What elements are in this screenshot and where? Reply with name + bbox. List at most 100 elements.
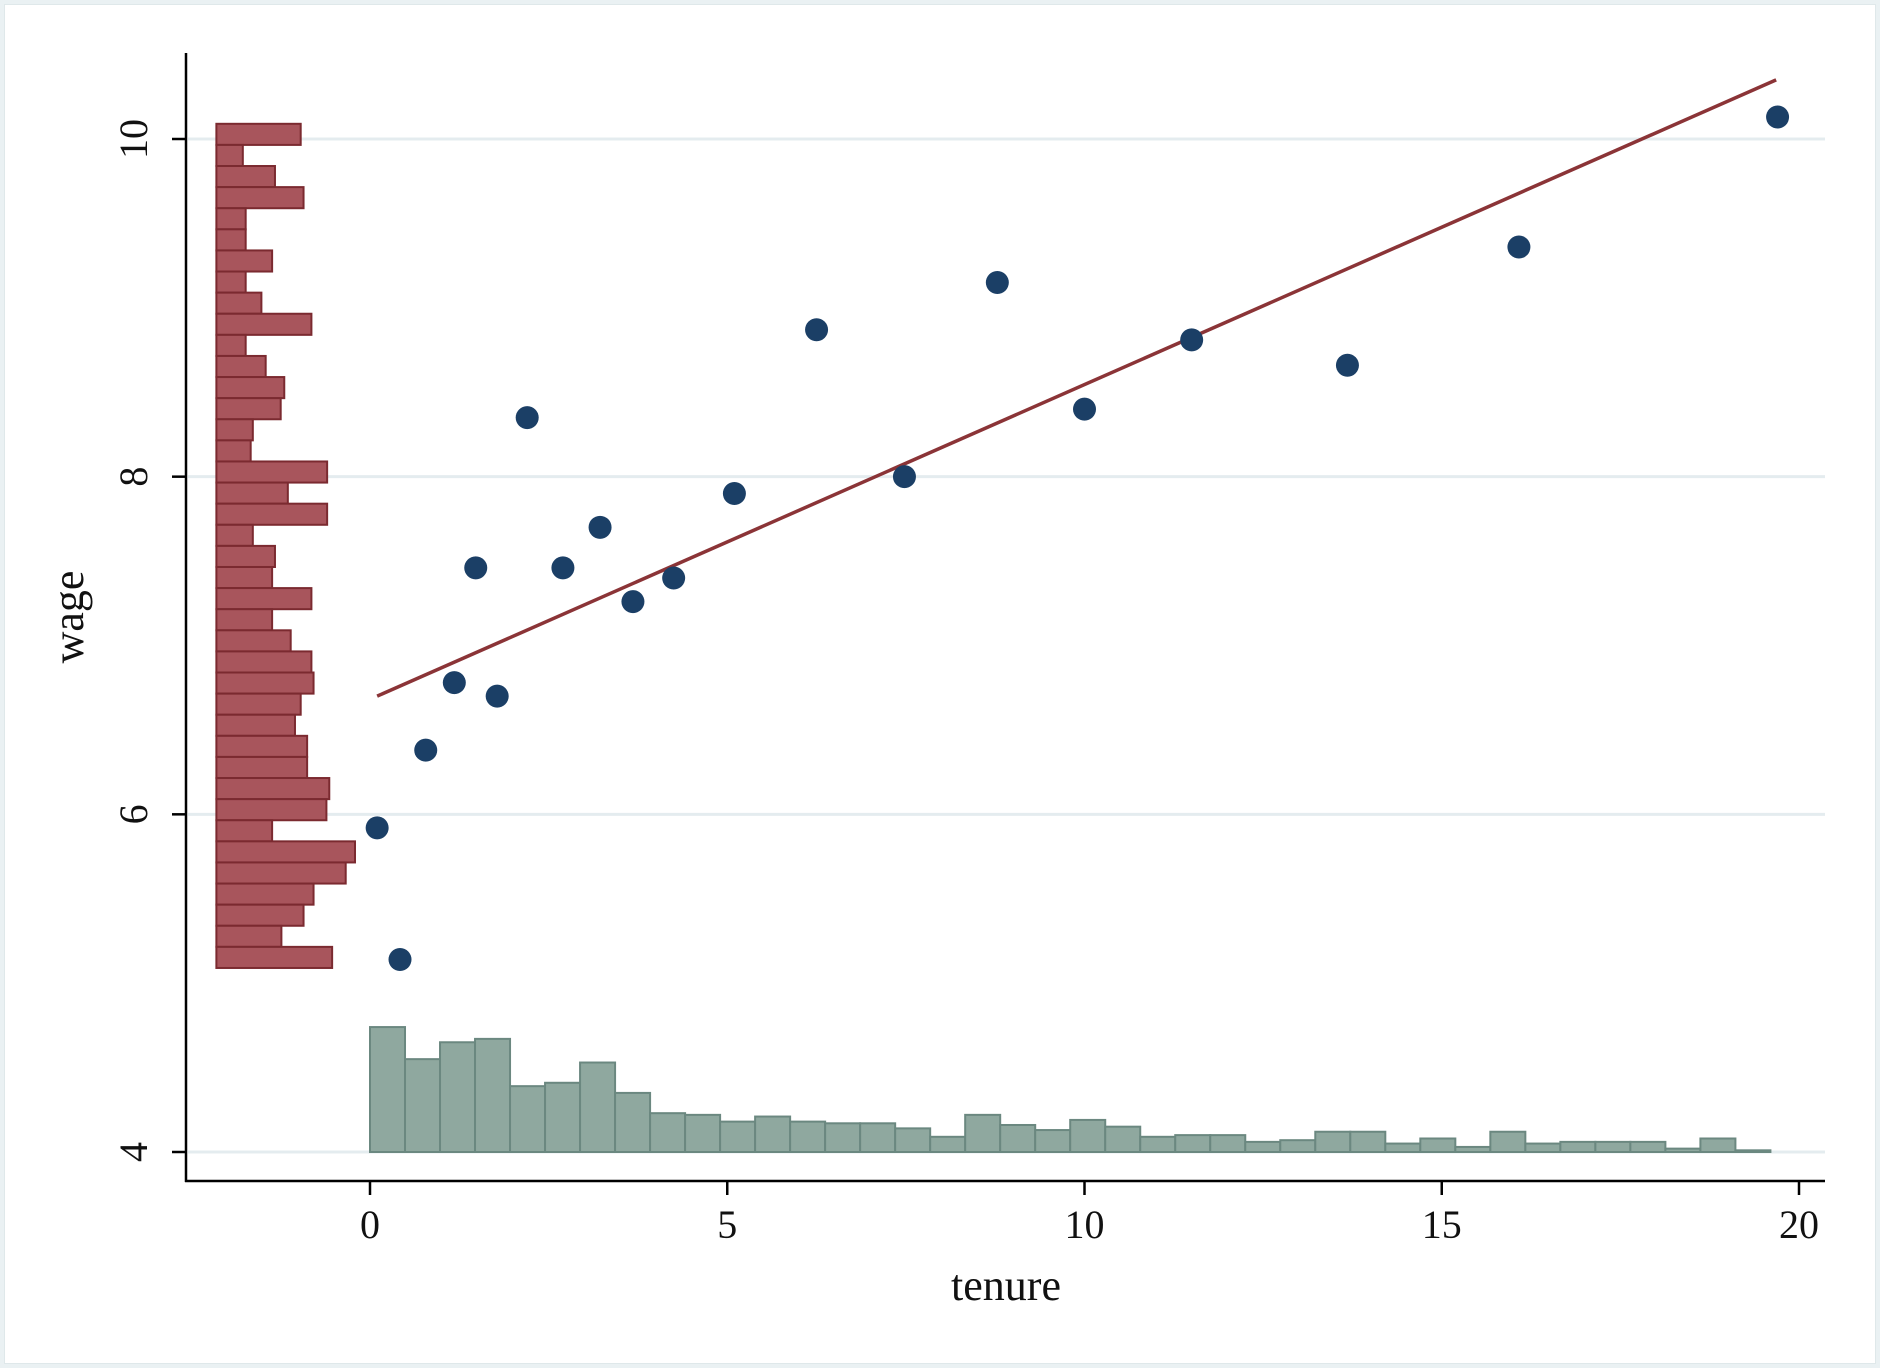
x-tick-label-2: 10	[1065, 1202, 1105, 1247]
scatter-point-15	[1073, 397, 1096, 421]
wage-hist-bar-32	[215, 798, 328, 822]
tenure-hist-bar-16	[929, 1135, 967, 1154]
tenure-hist-bar-38	[1699, 1137, 1737, 1153]
wage-hist-bar-28	[215, 713, 296, 737]
tick-labels: 0 5 10 15 20 4 6 8 10	[111, 119, 1819, 1247]
tenure-hist-bar-12	[789, 1120, 827, 1153]
wage-hist-bar-27	[215, 692, 302, 716]
wage-hist-bar-5	[215, 228, 247, 252]
tenure-hist-bar-22	[1139, 1135, 1177, 1154]
tenure-hist-bar-39	[1734, 1149, 1772, 1153]
tenure-hist-bar-18	[999, 1123, 1037, 1154]
wage-hist-bar-2	[215, 165, 276, 189]
tenure-hist-bar-37	[1664, 1147, 1702, 1153]
tenure-hist-bar-35	[1594, 1140, 1632, 1153]
scatter-point-7	[551, 556, 575, 580]
tenure-hist-bar-3	[474, 1037, 512, 1154]
tenure-hist-bar-20	[1069, 1118, 1107, 1153]
tenure-hist-bar-34	[1559, 1140, 1597, 1153]
tenure-hist-bar-15	[894, 1127, 932, 1153]
scatter-point-14	[985, 271, 1009, 295]
wage-hist-bar-31	[215, 777, 331, 801]
tenure-hist-bar-36	[1629, 1140, 1667, 1153]
tenure-hist-bar-17	[964, 1113, 1002, 1154]
wage-hist-bar-1	[215, 143, 244, 168]
tenure-hist-bar-19	[1034, 1129, 1072, 1153]
scatter-point-11	[722, 482, 746, 506]
grid-lines	[188, 137, 1825, 1154]
scatter-point-2	[414, 738, 438, 762]
tenure-hist-bar-0	[369, 1026, 407, 1154]
scatter-points	[365, 105, 1790, 972]
wage-hist-bar-16	[215, 460, 329, 484]
wage-hist-bar-12	[215, 376, 286, 400]
wage-hist-bar-20	[215, 544, 276, 568]
tenure-hist-bar-10	[719, 1120, 757, 1153]
scatter-point-1	[388, 948, 412, 972]
tenure-hist-bar-25	[1244, 1140, 1282, 1153]
tenure-hist-bar-8	[649, 1112, 687, 1153]
tenure-hist-bar-1	[404, 1058, 442, 1154]
scatter-point-19	[1766, 105, 1790, 129]
scatter-point-6	[515, 406, 539, 430]
fit-line	[376, 78, 1777, 698]
wage-hist-bar-13	[215, 397, 282, 421]
wage-hist-bar-33	[215, 819, 274, 843]
tenure-hist-bar-26	[1279, 1139, 1317, 1153]
tenure-hist-bar-9	[684, 1113, 722, 1154]
wage-hist-bar-22	[215, 587, 313, 611]
tenure-hist-bar-33	[1524, 1142, 1562, 1154]
wage-hist-bar-21	[215, 565, 274, 590]
y-tick-label-3: 10	[111, 119, 156, 159]
wage-hist-bar-15	[215, 439, 252, 463]
wage-hist-bar-6	[215, 249, 274, 273]
x-axis-title: tenure	[951, 1261, 1061, 1310]
scatter-point-18	[1507, 235, 1531, 259]
wage-hist-bar-37	[215, 903, 305, 927]
scatter-point-8	[588, 515, 612, 539]
wage-histogram	[215, 122, 356, 969]
scatter-point-0	[365, 816, 389, 840]
y-tick-label-2: 8	[111, 467, 156, 487]
tenure-hist-bar-14	[859, 1122, 897, 1154]
wage-hist-bar-38	[215, 924, 283, 948]
chart-frame: 0 5 10 15 20 4 6 8 10 tenure wage	[4, 4, 1876, 1364]
tenure-hist-bar-23	[1174, 1134, 1212, 1154]
wage-hist-bar-39	[215, 945, 334, 969]
wage-hist-bar-25	[215, 650, 313, 674]
y-axis-title: wage	[44, 571, 93, 664]
wage-hist-bar-17	[215, 481, 289, 505]
y-tick-label-1: 6	[111, 804, 156, 824]
wage-hist-bar-10	[215, 333, 247, 357]
tenure-hist-bar-24	[1209, 1134, 1247, 1154]
scatter-point-3	[442, 671, 466, 695]
wage-hist-bar-23	[215, 608, 274, 632]
scatter-point-9	[621, 590, 645, 614]
tenure-hist-bar-7	[614, 1091, 652, 1153]
y-tick-label-0: 4	[111, 1142, 156, 1162]
scatter-chart: 0 5 10 15 20 4 6 8 10 tenure wage	[44, 53, 1825, 1310]
tenure-hist-bar-5	[544, 1081, 582, 1153]
tenure-hist-bar-11	[754, 1115, 792, 1154]
tenure-hist-bar-28	[1349, 1130, 1387, 1153]
wage-hist-bar-9	[215, 312, 313, 336]
tenure-hist-bar-30	[1419, 1137, 1457, 1153]
tenure-hist-bar-21	[1104, 1125, 1142, 1154]
tenure-hist-bar-32	[1489, 1130, 1527, 1153]
scatter-point-17	[1335, 353, 1359, 377]
scatter-point-4	[464, 556, 488, 580]
wage-hist-bar-35	[215, 861, 347, 885]
wage-hist-bar-8	[215, 291, 263, 315]
wage-hist-bar-30	[215, 755, 309, 780]
x-tick-label-4: 20	[1779, 1202, 1819, 1247]
wage-hist-bar-0	[215, 122, 302, 146]
tenure-hist-bar-4	[509, 1085, 547, 1154]
wage-hist-bar-4	[215, 207, 247, 231]
scatter-point-13	[892, 465, 916, 489]
tenure-hist-bar-31	[1454, 1145, 1492, 1154]
axes	[172, 53, 1825, 1195]
wage-hist-bar-36	[215, 882, 315, 906]
scatter-point-10	[662, 566, 686, 590]
wage-hist-bar-11	[215, 354, 267, 379]
wage-hist-bar-18	[215, 502, 329, 526]
